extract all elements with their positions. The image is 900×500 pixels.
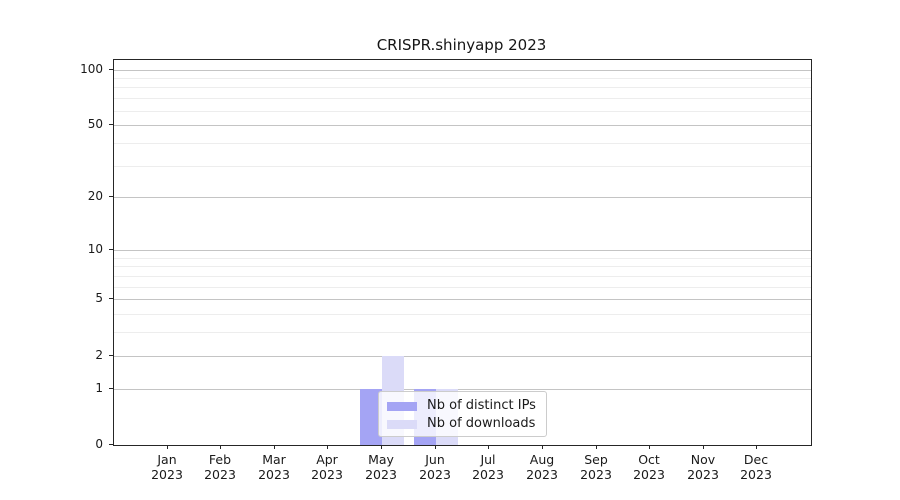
x-tick-year: 2023 (740, 467, 772, 482)
y-gridline-minor (114, 266, 811, 267)
y-tick-mark (109, 298, 113, 299)
x-tick-mark (703, 445, 704, 449)
x-tick-month: Jul (480, 452, 496, 467)
x-tick-year: 2023 (633, 467, 665, 482)
x-tick-month: Aug (529, 452, 555, 467)
x-tick-label: May 2023 (351, 452, 411, 482)
x-tick-month: Jun (425, 452, 445, 467)
x-tick-year: 2023 (687, 467, 719, 482)
x-tick-mark (596, 445, 597, 449)
x-tick-label: Nov 2023 (673, 452, 733, 482)
x-tick-label: Feb 2023 (190, 452, 250, 482)
x-tick-mark (167, 445, 168, 449)
x-tick-month: Nov (690, 452, 716, 467)
x-tick-month: Sep (584, 452, 608, 467)
x-tick-mark (542, 445, 543, 449)
y-tick-label: 1 (95, 381, 103, 395)
y-tick-mark (109, 196, 113, 197)
y-tick-label: 20 (87, 189, 103, 203)
y-gridline-minor (114, 78, 811, 79)
x-tick-label: Sep 2023 (566, 452, 626, 482)
y-gridline-major (114, 70, 811, 71)
x-tick-year: 2023 (204, 467, 236, 482)
legend-item-nb-of-downloads: Nb of downloads (387, 415, 536, 433)
x-tick-year: 2023 (311, 467, 343, 482)
x-tick-year: 2023 (151, 467, 183, 482)
y-gridline-minor (114, 166, 811, 167)
y-gridline-major (114, 389, 811, 390)
y-tick-label: 5 (95, 291, 103, 305)
x-tick-label: Apr 2023 (297, 452, 357, 482)
y-tick-mark (109, 249, 113, 250)
y-gridline-major (114, 356, 811, 357)
x-tick-year: 2023 (472, 467, 504, 482)
x-tick-label: Aug 2023 (512, 452, 572, 482)
plot-area (113, 59, 812, 446)
x-tick-label: Oct 2023 (619, 452, 679, 482)
y-tick-label: 0 (95, 437, 103, 451)
y-gridline-minor (114, 287, 811, 288)
y-tick-mark (109, 444, 113, 445)
x-tick-month: Dec (743, 452, 769, 467)
x-tick-mark (381, 445, 382, 449)
y-tick-label: 2 (95, 348, 103, 362)
legend-swatch-nb-of-downloads (387, 419, 417, 429)
x-tick-year: 2023 (419, 467, 451, 482)
legend-label-nb-of-downloads: Nb of downloads (427, 416, 536, 431)
y-tick-mark (109, 124, 113, 125)
x-tick-mark (327, 445, 328, 449)
x-tick-month: May (368, 452, 394, 467)
y-gridline-major (114, 125, 811, 126)
bar-nb-of-distinct-ips (360, 389, 382, 445)
x-tick-mark (756, 445, 757, 449)
legend: Nb of distinct IPs Nb of downloads (378, 391, 547, 437)
chart-title: CRISPR.shinyapp 2023 (376, 36, 547, 54)
x-tick-year: 2023 (526, 467, 558, 482)
x-tick-mark (435, 445, 436, 449)
y-gridline-minor (114, 87, 811, 88)
x-tick-mark (649, 445, 650, 449)
y-gridline-minor (114, 314, 811, 315)
x-tick-mark (274, 445, 275, 449)
x-tick-month: Mar (262, 452, 286, 467)
x-tick-month: Apr (316, 452, 338, 467)
x-tick-month: Feb (208, 452, 232, 467)
x-tick-label: Jan 2023 (137, 452, 197, 482)
y-gridline-minor (114, 332, 811, 333)
x-tick-year: 2023 (365, 467, 397, 482)
x-tick-month: Oct (638, 452, 660, 467)
x-tick-year: 2023 (580, 467, 612, 482)
y-tick-mark (109, 355, 113, 356)
y-gridline-minor (114, 258, 811, 259)
legend-label-nb-of-distinct-ips: Nb of distinct IPs (427, 398, 536, 413)
x-tick-mark (488, 445, 489, 449)
y-gridline-minor (114, 143, 811, 144)
y-tick-label: 10 (87, 242, 103, 256)
x-tick-label: Jul 2023 (458, 452, 518, 482)
y-gridline-major (114, 250, 811, 251)
legend-item-nb-of-distinct-ips: Nb of distinct IPs (387, 397, 536, 415)
x-tick-year: 2023 (258, 467, 290, 482)
y-gridline-minor (114, 111, 811, 112)
legend-swatch-nb-of-distinct-ips (387, 401, 417, 411)
y-gridline-major (114, 197, 811, 198)
y-tick-mark (109, 69, 113, 70)
y-tick-label: 50 (87, 117, 103, 131)
y-tick-mark (109, 388, 113, 389)
y-gridline-major (114, 299, 811, 300)
x-tick-label: Dec 2023 (726, 452, 786, 482)
x-tick-month: Jan (157, 452, 177, 467)
y-gridline-minor (114, 98, 811, 99)
x-tick-label: Jun 2023 (405, 452, 465, 482)
y-gridline-minor (114, 276, 811, 277)
x-tick-label: Mar 2023 (244, 452, 304, 482)
x-tick-mark (220, 445, 221, 449)
y-tick-label: 100 (80, 62, 103, 76)
